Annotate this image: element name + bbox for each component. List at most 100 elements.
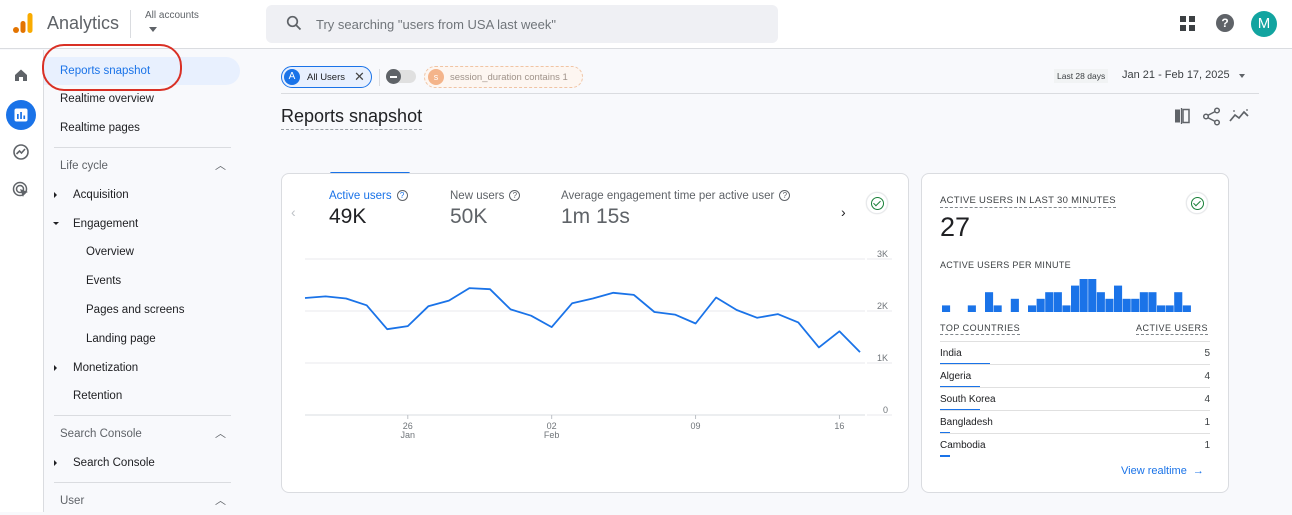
svg-text:Jan: Jan xyxy=(401,430,416,440)
help-circle-icon[interactable]: ? xyxy=(779,190,791,201)
nav-reports-snapshot[interactable]: Reports snapshot xyxy=(44,57,240,85)
table-row[interactable]: India 5 xyxy=(940,341,1210,365)
section-title: Life cycle xyxy=(60,160,108,172)
nav-search-console[interactable]: Search Console xyxy=(44,449,240,477)
reports-nav: Reports snapshot Realtime overview Realt… xyxy=(44,50,244,512)
nav-divider xyxy=(54,415,231,416)
chevron-left-icon[interactable]: ‹ xyxy=(291,204,296,220)
toggle-knob-icon xyxy=(386,69,401,84)
top-bar: Analytics All accounts ? M xyxy=(0,0,1292,49)
nav-retention[interactable]: Retention xyxy=(73,390,123,402)
country-name: Bangladesh xyxy=(940,417,993,428)
rail-home[interactable] xyxy=(7,61,35,89)
help-icon[interactable]: ? xyxy=(1216,14,1234,32)
chevron-up-icon[interactable]: ︿ xyxy=(215,495,226,507)
data-quality-check-icon[interactable] xyxy=(1186,192,1208,214)
apps-grid-icon[interactable] xyxy=(1180,16,1195,31)
segment-toggle[interactable] xyxy=(386,69,416,84)
date-range-picker[interactable]: Jan 21 - Feb 17, 2025 xyxy=(1122,69,1230,81)
expand-arrow-icon xyxy=(54,192,57,198)
country-active-users: 4 xyxy=(1204,371,1210,382)
country-name: India xyxy=(940,348,962,359)
rail-explore[interactable] xyxy=(7,138,35,166)
nav-acquisition[interactable]: Acquisition xyxy=(44,181,240,209)
segment-chip[interactable]: s session_duration contains 1 xyxy=(424,66,583,88)
filter-bar: A All Users ✕ s session_duration contain… xyxy=(281,65,1259,94)
chevron-up-icon[interactable]: ︿ xyxy=(215,160,226,172)
svg-text:02: 02 xyxy=(547,421,557,431)
help-circle-icon[interactable]: ? xyxy=(509,190,521,201)
nav-realtime-pages[interactable]: Realtime pages xyxy=(60,122,140,134)
nav-engagement-events[interactable]: Events xyxy=(86,275,122,287)
advertising-icon xyxy=(12,181,28,197)
per-minute-label: ACTIVE USERS PER MINUTE xyxy=(940,260,1071,270)
nav-label: Search Console xyxy=(73,457,155,469)
nav-landing-page[interactable]: Landing page xyxy=(86,333,156,345)
comparison-chip-all-users[interactable]: A All Users ✕ xyxy=(281,66,372,88)
search-icon xyxy=(286,15,302,31)
chip-badge: A xyxy=(284,69,300,85)
customize-report-icon[interactable] xyxy=(1175,108,1190,124)
nav-pages-and-screens[interactable]: Pages and screens xyxy=(86,304,185,316)
table-row[interactable]: Cambodia 1 xyxy=(940,433,1210,457)
nav-monetization[interactable]: Monetization xyxy=(44,354,240,382)
view-realtime-link[interactable]: View realtime → xyxy=(1121,465,1204,477)
table-row[interactable]: Bangladesh 1 xyxy=(940,410,1210,434)
chip-label: session_duration contains 1 xyxy=(450,72,568,83)
help-circle-icon[interactable]: ? xyxy=(396,190,408,201)
close-icon[interactable]: ✕ xyxy=(354,69,365,84)
nav-engagement-overview[interactable]: Overview xyxy=(86,246,134,258)
date-preset-label[interactable]: Last 28 days xyxy=(1054,69,1109,83)
svg-text:0: 0 xyxy=(883,405,888,415)
app-title: Analytics xyxy=(47,13,120,33)
insights-icon[interactable] xyxy=(1229,109,1249,122)
reports-icon xyxy=(14,108,28,122)
metric-tab-active-users[interactable]: Active users? 49K xyxy=(329,190,408,229)
account-dropdown-icon[interactable] xyxy=(149,27,157,32)
chip-label: All Users xyxy=(307,72,346,83)
link-label: View realtime xyxy=(1121,465,1187,477)
metric-tab-new-users[interactable]: New users? 50K xyxy=(450,190,521,229)
nav-realtime-overview[interactable]: Realtime overview xyxy=(60,93,154,105)
search-input[interactable] xyxy=(316,5,756,43)
country-name: Cambodia xyxy=(940,440,986,451)
svg-text:Feb: Feb xyxy=(544,430,560,440)
expand-arrow-icon xyxy=(54,460,57,466)
nav-label: Engagement xyxy=(73,218,139,230)
metric-tab-avg-engagement-time[interactable]: Average engagement time per active user?… xyxy=(561,190,791,229)
realtime-title[interactable]: ACTIVE USERS IN LAST 30 MINUTES xyxy=(940,195,1116,208)
svg-text:2K: 2K xyxy=(877,301,888,311)
filter-divider xyxy=(379,69,380,86)
chevron-up-icon[interactable]: ︿ xyxy=(215,428,226,440)
nav-section-life-cycle[interactable]: Life cycle ︿ xyxy=(44,152,230,180)
search-bar[interactable] xyxy=(266,5,778,43)
nav-section-user[interactable]: User ︿ xyxy=(44,487,230,515)
section-title: User xyxy=(60,495,85,507)
account-selector[interactable]: All accounts xyxy=(145,10,199,21)
page-title[interactable]: Reports snapshot xyxy=(281,106,423,130)
country-active-users: 1 xyxy=(1204,440,1210,451)
chevron-right-icon[interactable]: › xyxy=(841,204,846,220)
date-dropdown-icon[interactable] xyxy=(1239,74,1245,78)
explore-icon xyxy=(13,144,29,160)
top-countries-header[interactable]: TOP COUNTRIES xyxy=(940,323,1021,335)
nav-engagement[interactable]: Engagement xyxy=(44,210,240,238)
table-row[interactable]: South Korea 4 xyxy=(940,387,1210,411)
home-icon xyxy=(15,69,27,81)
rail-reports[interactable] xyxy=(6,100,36,130)
country-active-users: 4 xyxy=(1204,394,1210,405)
rail-advertising[interactable] xyxy=(7,176,35,204)
svg-text:09: 09 xyxy=(691,421,701,431)
analytics-logo-icon[interactable] xyxy=(12,12,34,34)
nav-section-search-console[interactable]: Search Console ︿ xyxy=(44,420,230,448)
table-row[interactable]: Algeria 4 xyxy=(940,364,1210,388)
nav-divider xyxy=(54,482,231,483)
avatar[interactable]: M xyxy=(1251,11,1277,37)
share-icon[interactable] xyxy=(1202,107,1221,126)
data-quality-check-icon[interactable] xyxy=(866,192,888,214)
country-name: Algeria xyxy=(940,371,972,382)
active-users-header[interactable]: ACTIVE USERS xyxy=(1135,323,1208,335)
nav-divider xyxy=(54,147,231,148)
country-share-bar xyxy=(940,455,950,457)
chip-badge: s xyxy=(428,69,444,85)
